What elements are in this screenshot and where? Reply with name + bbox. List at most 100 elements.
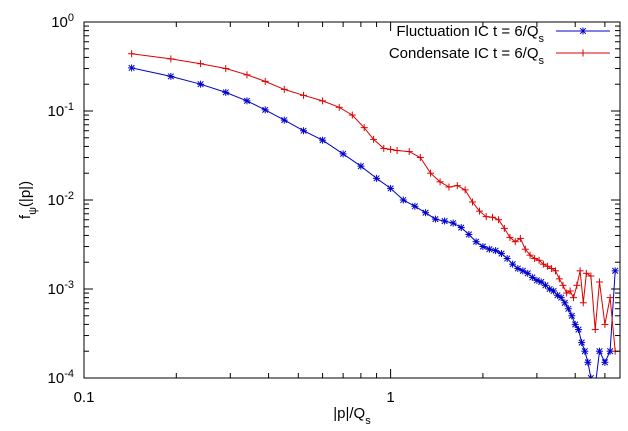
- data-point: [399, 196, 407, 204]
- data-point: [606, 294, 614, 302]
- data-point: [498, 250, 506, 258]
- data-point: [319, 136, 327, 144]
- data-point: [360, 124, 368, 132]
- data-point: [531, 255, 539, 263]
- data-point: [516, 234, 524, 242]
- legend-marker: [579, 49, 587, 57]
- data-point: [559, 281, 567, 289]
- data-point: [581, 347, 589, 355]
- data-point: [261, 106, 269, 114]
- data-point: [568, 312, 576, 320]
- data-point: [465, 230, 473, 238]
- data-point: [461, 186, 469, 194]
- data-point: [339, 150, 347, 158]
- data-point: [526, 251, 534, 259]
- data-point: [548, 264, 556, 272]
- data-point: [243, 97, 251, 105]
- data-point: [509, 260, 517, 268]
- data-point: [503, 255, 511, 263]
- data-point: [222, 65, 230, 73]
- x-tick-label: 0.1: [74, 389, 95, 406]
- data-point: [495, 216, 503, 224]
- data-point: [457, 224, 465, 232]
- data-point: [528, 273, 536, 281]
- data-point: [416, 154, 424, 162]
- data-point: [431, 215, 439, 223]
- x-axis-title: |p|/Qs: [333, 405, 371, 427]
- data-point: [561, 299, 569, 307]
- data-point: [357, 162, 365, 170]
- legend-marker: [579, 27, 587, 35]
- data-point: [587, 374, 595, 378]
- data-point: [370, 135, 378, 143]
- data-point: [449, 219, 457, 227]
- data-point: [167, 55, 175, 63]
- series-0: [128, 64, 619, 390]
- data-point: [595, 278, 603, 286]
- data-point: [380, 144, 388, 152]
- data-point: [167, 72, 175, 80]
- data-point: [601, 358, 609, 366]
- data-point: [557, 294, 565, 302]
- data-point: [476, 207, 484, 215]
- y-tick-label: 10-2: [48, 190, 74, 209]
- data-point: [541, 281, 549, 289]
- data-point: [591, 326, 599, 334]
- data-point: [535, 256, 543, 264]
- series-line-0: [131, 67, 616, 378]
- data-point: [300, 127, 308, 135]
- y-tick-label: 100: [51, 12, 74, 31]
- data-point: [427, 169, 435, 177]
- data-point: [521, 245, 529, 253]
- data-point: [519, 267, 527, 275]
- data-point: [601, 320, 609, 328]
- data-point: [584, 358, 592, 366]
- data-point: [445, 183, 453, 191]
- data-point: [544, 262, 552, 270]
- data-point: [261, 77, 269, 85]
- data-point: [595, 347, 603, 355]
- data-point: [592, 383, 599, 390]
- data-point: [128, 64, 136, 72]
- data-point: [422, 209, 430, 217]
- data-point: [243, 71, 251, 79]
- data-point: [469, 198, 477, 206]
- data-point: [564, 305, 572, 313]
- data-point: [579, 299, 587, 307]
- data-point: [479, 243, 487, 251]
- data-point: [280, 85, 288, 93]
- data-point: [300, 91, 308, 99]
- data-point: [472, 238, 480, 246]
- data-point: [552, 267, 560, 275]
- data-point: [482, 213, 490, 221]
- series-1: [128, 50, 619, 355]
- data-point: [587, 272, 595, 280]
- data-point: [555, 275, 563, 283]
- data-point: [611, 267, 619, 275]
- y-tick-label: 10-4: [48, 368, 74, 387]
- data-point: [387, 145, 395, 153]
- data-point: [578, 339, 586, 347]
- legend-sample-fluctuation: [556, 27, 610, 35]
- legend-label-fluctuation: Fluctuation IC t = 6/Qs: [396, 23, 544, 45]
- data-point: [436, 178, 444, 186]
- data-point: [197, 80, 205, 88]
- legend: Fluctuation IC t = 6/Qs Condensate IC t …: [389, 23, 610, 67]
- data-point: [511, 238, 519, 246]
- data-point: [485, 245, 493, 253]
- data-point: [453, 182, 461, 190]
- data-point: [489, 213, 497, 221]
- data-point: [576, 267, 584, 275]
- data-point: [393, 146, 401, 154]
- data-point: [492, 247, 500, 255]
- data-point: [319, 97, 327, 105]
- data-point: [348, 111, 356, 119]
- data-point: [571, 320, 579, 328]
- data-point: [197, 60, 205, 68]
- legend-sample-condensate: [556, 49, 610, 57]
- y-tick-label: 10-1: [48, 101, 74, 120]
- data-point: [563, 289, 571, 297]
- data-point: [335, 103, 343, 111]
- data-point: [500, 224, 508, 232]
